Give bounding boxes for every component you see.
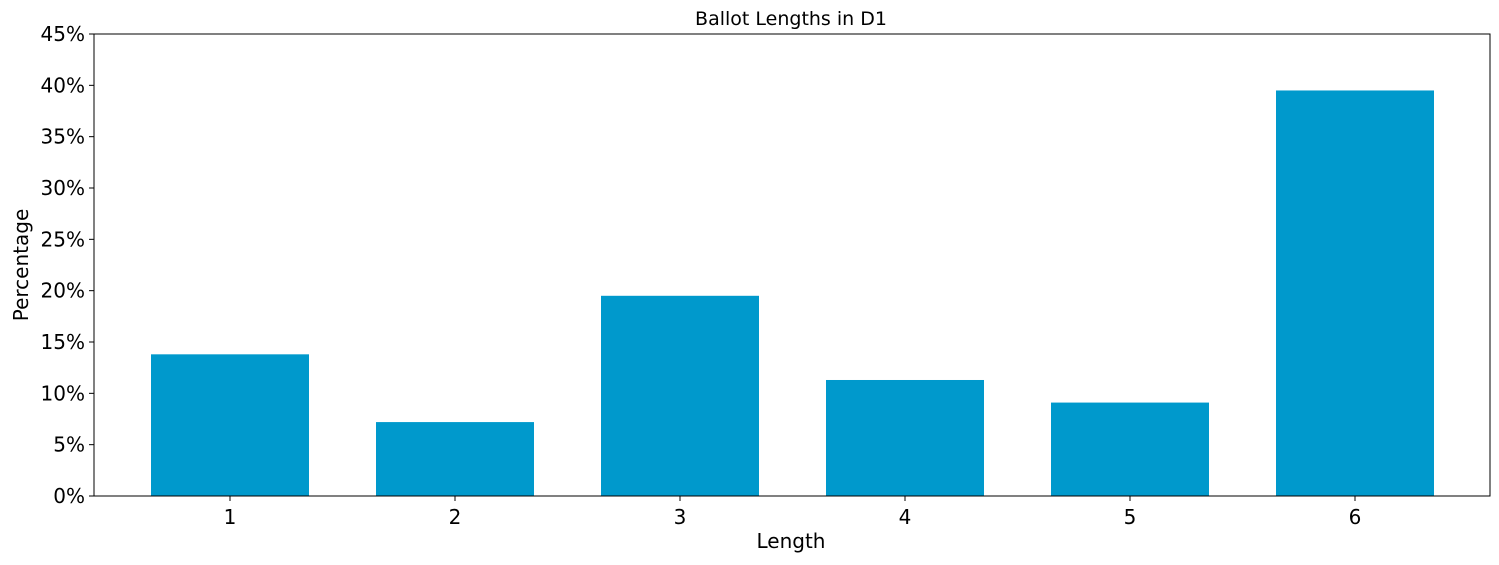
y-axis-label: Percentage xyxy=(9,209,33,322)
y-tick-label-20: 20% xyxy=(41,279,85,303)
y-tick-label-15: 15% xyxy=(41,330,85,354)
bar-4 xyxy=(826,379,984,496)
y-tick-label-25: 25% xyxy=(41,227,85,251)
y-tick-label-35: 35% xyxy=(41,125,85,149)
bars-group xyxy=(151,90,1434,496)
y-tick-label-45: 45% xyxy=(41,22,85,46)
bar-5 xyxy=(1051,402,1209,496)
bar-6 xyxy=(1276,90,1434,496)
plot-frame xyxy=(93,33,1491,497)
y-tick-label-30: 30% xyxy=(41,176,85,200)
x-tick-label-4: 4 xyxy=(899,505,912,529)
bar-3 xyxy=(601,295,759,496)
x-tick-label-5: 5 xyxy=(1124,505,1137,529)
x-tick-label-1: 1 xyxy=(224,505,237,529)
x-axis-label: Length xyxy=(757,529,826,553)
x-tick-label-6: 6 xyxy=(1349,505,1362,529)
y-tick-label-0: 0% xyxy=(53,484,85,508)
bar-1 xyxy=(151,354,309,496)
y-tick-label-5: 5% xyxy=(53,433,85,457)
bar-2 xyxy=(376,422,534,496)
y-tick-label-40: 40% xyxy=(41,73,85,97)
x-tick-label-3: 3 xyxy=(674,505,687,529)
y-tick-label-10: 10% xyxy=(41,381,85,405)
y-axis: 0% 5% 10% 15% 20% 25% 30% 35% 40% 45% xyxy=(41,22,94,508)
x-tick-label-2: 2 xyxy=(449,505,462,529)
x-axis: 1 2 3 4 5 6 xyxy=(224,496,1362,529)
chart-title: Ballot Lengths in D1 xyxy=(695,8,887,30)
